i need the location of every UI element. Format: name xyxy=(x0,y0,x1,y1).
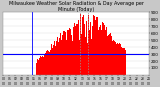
Bar xyxy=(109,34,110,75)
Bar xyxy=(104,25,105,75)
Bar xyxy=(111,36,112,75)
Bar xyxy=(40,56,41,75)
Bar xyxy=(99,27,100,75)
Bar xyxy=(123,48,124,75)
Bar xyxy=(121,47,122,75)
Bar xyxy=(48,51,49,75)
Bar xyxy=(124,48,125,75)
Bar xyxy=(72,41,73,75)
Bar xyxy=(67,30,68,75)
Bar xyxy=(49,52,50,75)
Bar xyxy=(77,24,78,75)
Bar xyxy=(59,38,60,75)
Bar xyxy=(110,33,111,75)
Bar xyxy=(117,43,118,75)
Bar xyxy=(95,20,96,75)
Bar xyxy=(57,37,58,75)
Bar xyxy=(69,28,70,75)
Bar xyxy=(120,44,121,75)
Bar xyxy=(71,35,72,75)
Bar xyxy=(101,30,102,75)
Bar xyxy=(98,30,99,75)
Bar xyxy=(91,39,92,75)
Bar xyxy=(63,31,64,75)
Bar xyxy=(64,31,65,75)
Bar xyxy=(81,34,82,75)
Bar xyxy=(70,29,71,75)
Bar xyxy=(103,23,104,75)
Bar xyxy=(78,20,79,75)
Bar xyxy=(125,50,126,75)
Bar xyxy=(89,30,90,75)
Bar xyxy=(92,26,93,75)
Bar xyxy=(100,25,101,75)
Bar xyxy=(52,48,53,75)
Bar xyxy=(96,17,97,75)
Bar xyxy=(88,15,89,75)
Bar xyxy=(55,46,56,75)
Bar xyxy=(76,24,77,75)
Bar xyxy=(90,22,91,75)
Bar xyxy=(42,56,43,75)
Bar xyxy=(84,24,85,75)
Bar xyxy=(46,51,47,75)
Bar xyxy=(53,45,54,75)
Bar xyxy=(68,30,69,75)
Bar xyxy=(61,40,62,75)
Bar xyxy=(54,41,55,75)
Bar xyxy=(38,60,39,75)
Bar xyxy=(122,48,123,75)
Bar xyxy=(93,15,94,75)
Bar xyxy=(102,22,103,75)
Bar xyxy=(43,57,44,75)
Bar xyxy=(118,44,119,75)
Bar xyxy=(58,42,59,75)
Bar xyxy=(60,33,61,75)
Bar xyxy=(51,44,52,75)
Bar xyxy=(80,14,81,75)
Bar xyxy=(37,60,38,75)
Bar xyxy=(116,44,117,75)
Bar xyxy=(115,42,116,75)
Bar xyxy=(79,40,80,75)
Bar xyxy=(105,30,106,75)
Bar xyxy=(106,27,107,75)
Bar xyxy=(114,41,115,75)
Bar xyxy=(47,50,48,75)
Bar xyxy=(41,57,42,75)
Bar xyxy=(74,23,75,75)
Bar xyxy=(36,63,37,75)
Bar xyxy=(97,17,98,75)
Bar xyxy=(39,58,40,75)
Bar xyxy=(86,21,87,75)
Bar xyxy=(119,43,120,75)
Bar xyxy=(113,40,114,75)
Bar xyxy=(44,55,45,75)
Bar xyxy=(50,50,51,75)
Bar xyxy=(87,43,88,75)
Bar xyxy=(45,53,46,75)
Bar xyxy=(75,26,76,75)
Bar xyxy=(62,35,63,75)
Bar xyxy=(107,36,108,75)
Bar xyxy=(112,41,113,75)
Bar xyxy=(82,17,83,75)
Bar xyxy=(85,37,86,75)
Bar xyxy=(83,15,84,75)
Title: Milwaukee Weather Solar Radiation & Day Average per Minute (Today): Milwaukee Weather Solar Radiation & Day … xyxy=(8,1,144,12)
Bar xyxy=(56,41,57,75)
Bar xyxy=(108,35,109,75)
Bar xyxy=(94,16,95,75)
Bar xyxy=(66,40,67,75)
Bar xyxy=(65,32,66,75)
Bar xyxy=(73,27,74,75)
